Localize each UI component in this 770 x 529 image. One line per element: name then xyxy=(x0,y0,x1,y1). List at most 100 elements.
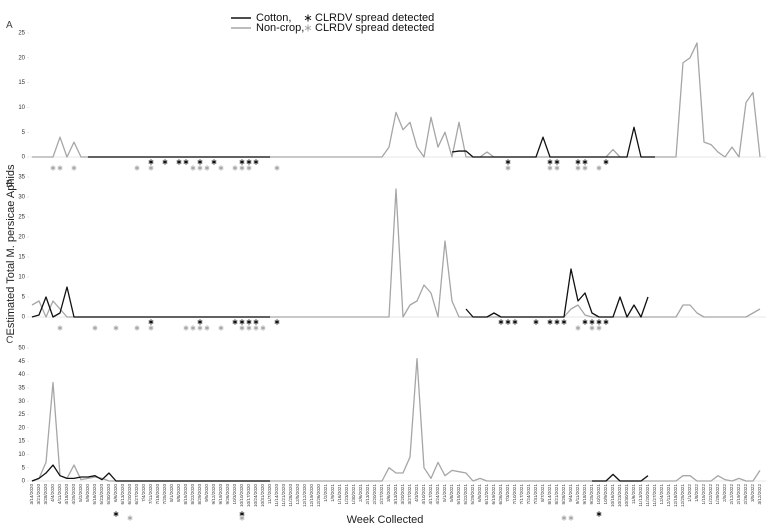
x-tick-label: 8/29/2020 xyxy=(197,484,202,505)
spread-marker xyxy=(218,325,224,331)
x-tick-label: 9/18/2021 xyxy=(582,484,587,505)
spread-marker xyxy=(232,165,238,171)
spread-marker xyxy=(575,325,581,331)
x-tick-label: 5/30/2020 xyxy=(106,484,111,505)
x-tick-label: 3/21/2020 xyxy=(36,484,41,505)
spread-marker xyxy=(582,319,588,325)
x-tick-label: 10/3/2020 xyxy=(232,484,237,505)
x-tick-label: 4/18/2020 xyxy=(64,484,69,505)
y-tick-label: 15 xyxy=(18,439,25,445)
panel-label: A xyxy=(6,20,13,31)
series-line xyxy=(31,464,649,482)
x-tick-label: 4/25/2020 xyxy=(71,484,76,505)
x-tick-label: 2/13/2021 xyxy=(365,484,370,505)
panel-label: C xyxy=(6,335,13,346)
x-tick-label: 1/29/2022 xyxy=(715,484,720,505)
panel-label: B xyxy=(6,179,13,190)
legend-label: CLRDV spread detected xyxy=(315,12,434,24)
spread-marker xyxy=(253,319,259,325)
spread-marker xyxy=(183,159,189,165)
spread-marker xyxy=(505,319,511,325)
series-line xyxy=(31,357,761,482)
x-tick-label: 1/23/2021 xyxy=(344,484,349,505)
spread-marker xyxy=(71,165,77,171)
x-tick-label: 1/1/2022 xyxy=(687,484,692,502)
x-tick-label: 2/26/2022 xyxy=(743,484,748,505)
spread-marker xyxy=(575,165,581,171)
spread-marker xyxy=(561,319,567,325)
spread-marker xyxy=(533,319,539,325)
x-tick-label: 8/28/2021 xyxy=(561,484,566,505)
x-tick-label: 2/6/2021 xyxy=(358,484,363,502)
spread-marker xyxy=(190,165,196,171)
y-tick-label: 10 xyxy=(18,452,25,458)
x-tick-label: 3/28/2020 xyxy=(43,484,48,505)
spread-marker xyxy=(127,515,133,521)
x-tick-label: 12/25/2021 xyxy=(680,484,685,507)
x-tick-label: 8/21/2021 xyxy=(554,484,559,505)
x-tick-label: 10/24/2020 xyxy=(253,484,258,507)
y-tick-label: 0 xyxy=(22,479,26,485)
spread-marker xyxy=(561,515,567,521)
x-tick-label: 6/26/2021 xyxy=(498,484,503,505)
spread-marker xyxy=(232,319,238,325)
spread-marker xyxy=(176,159,182,165)
x-tick-label: 9/12/2020 xyxy=(211,484,216,505)
x-tick-label: 4/3/2021 xyxy=(414,484,419,502)
x-tick-label: 12/26/2020 xyxy=(316,484,321,507)
x-tick-label: 4/11/2020 xyxy=(57,484,62,505)
x-tick-label: 1/8/2022 xyxy=(694,484,699,502)
x-tick-label: 2/19/2022 xyxy=(736,484,741,505)
spread-marker xyxy=(253,159,259,165)
x-tick-label: 6/12/2021 xyxy=(484,484,489,505)
x-tick-label: 8/1/2020 xyxy=(169,484,174,502)
spread-marker xyxy=(547,319,553,325)
y-tick-label: 25 xyxy=(18,215,25,221)
spread-marker xyxy=(204,165,210,171)
x-tick-label: 10/16/2021 xyxy=(610,484,615,507)
x-tick-label: 1/15/2022 xyxy=(701,484,706,505)
x-tick-label: 5/29/2021 xyxy=(470,484,475,505)
x-tick-label: 6/20/2020 xyxy=(127,484,132,505)
x-tick-label: 11/6/2021 xyxy=(631,484,636,505)
x-tick-label: 11/27/2021 xyxy=(652,484,657,507)
series-line xyxy=(31,188,761,318)
spread-marker xyxy=(204,325,210,331)
y-tick-label: 10 xyxy=(18,105,25,111)
spread-marker xyxy=(505,159,511,165)
x-tick-label: 7/3/2021 xyxy=(505,484,510,502)
x-tick-label: 1/2/2021 xyxy=(323,484,328,502)
x-tick-label: 9/25/2021 xyxy=(589,484,594,505)
spread-marker xyxy=(239,165,245,171)
y-tick-label: 20 xyxy=(18,55,25,61)
spread-marker xyxy=(603,159,609,165)
y-tick-label: 45 xyxy=(18,359,25,365)
x-tick-label: 1/16/2021 xyxy=(337,484,342,505)
spread-marker xyxy=(554,319,560,325)
spread-marker xyxy=(589,325,595,331)
legend-marker xyxy=(304,24,312,32)
y-tick-label: 30 xyxy=(18,195,25,201)
x-tick-label: 3/5/2022 xyxy=(750,484,755,502)
spread-marker xyxy=(274,319,280,325)
spread-marker xyxy=(239,319,245,325)
x-tick-label: 10/30/2021 xyxy=(624,484,629,507)
x-tick-label: 4/17/2021 xyxy=(428,484,433,505)
y-tick-label: 0 xyxy=(22,315,26,321)
spread-marker xyxy=(260,325,266,331)
x-tick-label: 10/31/2020 xyxy=(260,484,265,507)
x-tick-label: 5/9/2020 xyxy=(85,484,90,502)
spread-marker xyxy=(239,159,245,165)
spread-marker xyxy=(57,165,63,171)
y-tick-label: 5 xyxy=(22,465,26,471)
x-tick-label: 12/12/2020 xyxy=(302,484,307,507)
x-tick-label: 7/11/2020 xyxy=(148,484,153,505)
x-tick-label: 7/31/2021 xyxy=(533,484,538,505)
y-tick-label: 20 xyxy=(18,425,25,431)
x-tick-label: 3/27/2021 xyxy=(407,484,412,505)
y-axis-label: Estimated Total M. persicae Aphids xyxy=(5,164,17,335)
spread-marker xyxy=(197,319,203,325)
spread-marker xyxy=(575,159,581,165)
spread-marker xyxy=(554,159,560,165)
